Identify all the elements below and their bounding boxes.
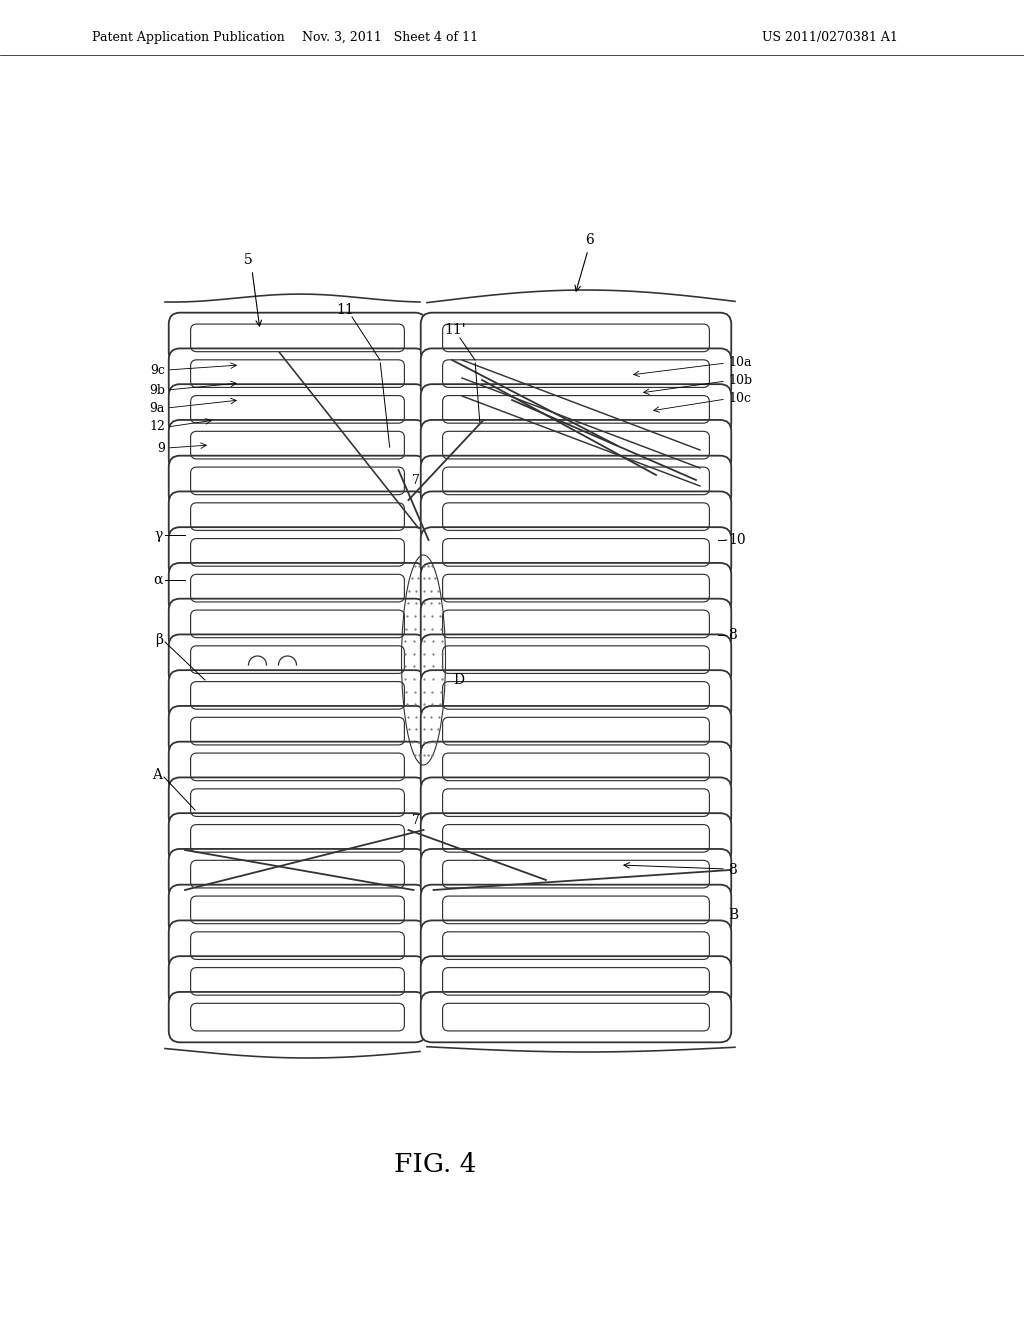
FancyBboxPatch shape <box>421 813 731 863</box>
Text: 11': 11' <box>444 323 466 337</box>
FancyBboxPatch shape <box>421 742 731 792</box>
FancyBboxPatch shape <box>421 313 731 363</box>
FancyBboxPatch shape <box>169 742 426 792</box>
FancyBboxPatch shape <box>169 491 426 541</box>
FancyBboxPatch shape <box>169 635 426 685</box>
FancyBboxPatch shape <box>421 599 731 649</box>
FancyBboxPatch shape <box>169 562 426 614</box>
FancyBboxPatch shape <box>421 420 731 470</box>
FancyBboxPatch shape <box>169 777 426 828</box>
FancyBboxPatch shape <box>169 420 426 470</box>
Text: 7: 7 <box>412 474 420 487</box>
Text: 9a: 9a <box>150 401 165 414</box>
Text: 11: 11 <box>336 304 354 317</box>
Text: A: A <box>152 768 162 781</box>
Text: 12: 12 <box>150 421 165 433</box>
Text: FIG. 4: FIG. 4 <box>394 1152 476 1177</box>
FancyBboxPatch shape <box>169 527 426 578</box>
Text: 9b: 9b <box>150 384 165 396</box>
FancyBboxPatch shape <box>169 813 426 863</box>
FancyBboxPatch shape <box>169 884 426 935</box>
Text: 10a: 10a <box>728 355 752 368</box>
FancyBboxPatch shape <box>421 884 731 935</box>
FancyBboxPatch shape <box>169 313 426 363</box>
FancyBboxPatch shape <box>169 384 426 434</box>
Text: B: B <box>728 908 738 921</box>
Text: 9: 9 <box>157 441 165 454</box>
FancyBboxPatch shape <box>421 635 731 685</box>
Text: D: D <box>454 673 465 686</box>
FancyBboxPatch shape <box>169 671 426 721</box>
FancyBboxPatch shape <box>421 527 731 578</box>
Text: 10: 10 <box>728 533 745 546</box>
FancyBboxPatch shape <box>169 599 426 649</box>
FancyBboxPatch shape <box>169 956 426 1007</box>
FancyBboxPatch shape <box>169 920 426 970</box>
FancyBboxPatch shape <box>421 849 731 899</box>
Text: Nov. 3, 2011   Sheet 4 of 11: Nov. 3, 2011 Sheet 4 of 11 <box>302 30 478 44</box>
FancyBboxPatch shape <box>421 991 731 1043</box>
Text: 7: 7 <box>412 813 420 826</box>
FancyBboxPatch shape <box>169 348 426 399</box>
Text: 8: 8 <box>728 628 736 642</box>
Text: 5: 5 <box>244 253 252 267</box>
FancyBboxPatch shape <box>421 455 731 506</box>
Text: 6: 6 <box>586 234 594 247</box>
Text: 9c: 9c <box>151 363 165 376</box>
FancyBboxPatch shape <box>421 920 731 970</box>
Text: US 2011/0270381 A1: US 2011/0270381 A1 <box>762 30 898 44</box>
FancyBboxPatch shape <box>169 455 426 506</box>
Text: γ: γ <box>155 528 163 543</box>
FancyBboxPatch shape <box>421 706 731 756</box>
FancyBboxPatch shape <box>421 956 731 1007</box>
FancyBboxPatch shape <box>169 991 426 1043</box>
Text: 10c: 10c <box>728 392 751 404</box>
FancyBboxPatch shape <box>169 706 426 756</box>
FancyBboxPatch shape <box>421 348 731 399</box>
Text: β: β <box>155 634 163 647</box>
Text: α: α <box>154 573 163 587</box>
FancyBboxPatch shape <box>421 671 731 721</box>
FancyBboxPatch shape <box>421 562 731 614</box>
Text: 8: 8 <box>728 863 736 876</box>
FancyBboxPatch shape <box>421 777 731 828</box>
FancyBboxPatch shape <box>169 849 426 899</box>
Text: Patent Application Publication: Patent Application Publication <box>92 30 285 44</box>
FancyBboxPatch shape <box>421 491 731 541</box>
Text: 10b: 10b <box>728 374 752 387</box>
FancyBboxPatch shape <box>421 384 731 434</box>
